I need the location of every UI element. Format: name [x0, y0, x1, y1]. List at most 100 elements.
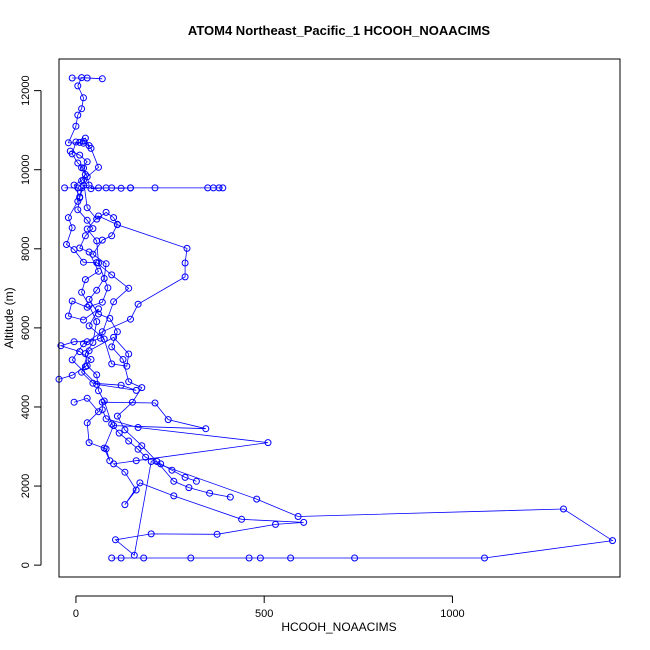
data-point	[108, 554, 116, 562]
data-point	[113, 328, 121, 336]
data-point	[93, 318, 101, 326]
chart-title: ATOM4 Northeast_Pacific_1 HCOOH_NOAACIMS	[188, 23, 491, 38]
data-point	[134, 300, 142, 308]
data-point	[87, 185, 95, 193]
data-point	[110, 298, 118, 306]
data-point	[127, 315, 134, 323]
x-tick-label: 1000	[440, 608, 464, 620]
data-point	[100, 275, 108, 282]
data-point	[80, 139, 87, 147]
data-point	[125, 437, 133, 445]
data-point	[85, 322, 93, 330]
data-point	[110, 422, 118, 430]
data-point	[95, 163, 102, 171]
data-point	[87, 356, 95, 363]
data-series	[70, 394, 616, 562]
plot-area-frame	[58, 58, 621, 578]
data-point	[83, 204, 91, 212]
data-point	[104, 284, 112, 292]
data-point	[119, 356, 127, 363]
data-point	[80, 340, 87, 348]
data-point	[87, 144, 95, 152]
data-point	[272, 520, 279, 528]
data-point	[215, 184, 223, 192]
data-point	[81, 276, 89, 284]
data-point	[76, 193, 84, 201]
data-point	[108, 232, 116, 240]
y-axis-label: Altitude (m)	[2, 287, 16, 348]
y-axis: 0 2000 4000 6000 8000 10000 12000	[20, 75, 42, 568]
data-point	[213, 530, 221, 538]
data-point	[121, 426, 129, 434]
data-point	[66, 147, 74, 155]
data-point	[481, 554, 488, 562]
data-point	[108, 343, 116, 351]
data-point	[95, 310, 102, 318]
data-point	[98, 398, 106, 406]
data-point	[206, 489, 214, 497]
data-point	[93, 371, 101, 379]
data-point	[202, 425, 210, 433]
data-point	[64, 312, 72, 320]
data-point	[226, 493, 234, 501]
y-tick-label: 12000	[20, 75, 32, 106]
data-point	[256, 554, 264, 562]
data-point	[253, 495, 261, 503]
data-point	[170, 477, 178, 485]
y-tick-label: 8000	[20, 237, 32, 261]
data-point	[245, 554, 253, 562]
data-point	[83, 216, 91, 224]
data-point	[80, 176, 87, 184]
data-point	[287, 554, 295, 562]
data-point	[68, 356, 76, 364]
data-point	[70, 398, 78, 406]
data-series	[66, 147, 200, 485]
series-line	[67, 77, 223, 198]
data-point	[61, 184, 69, 192]
data-series	[64, 74, 227, 202]
data-point	[132, 486, 140, 494]
data-point	[68, 371, 76, 379]
data-point	[132, 457, 140, 465]
data-point	[115, 429, 123, 437]
data-point	[85, 439, 93, 447]
data-point	[81, 232, 89, 240]
data-point	[181, 259, 189, 267]
data-point	[93, 259, 101, 267]
data-point	[138, 384, 146, 392]
data-point	[351, 554, 359, 562]
data-point	[80, 316, 87, 324]
data-point	[89, 225, 97, 233]
data-point	[64, 214, 72, 222]
data-point	[98, 236, 106, 244]
data-point	[300, 518, 308, 526]
data-point	[127, 184, 134, 192]
data-point	[123, 362, 131, 370]
data-point	[93, 286, 101, 294]
data-point	[121, 468, 129, 476]
data-point	[78, 105, 86, 113]
data-point	[192, 477, 200, 485]
data-series	[55, 184, 191, 394]
data-point	[89, 339, 97, 346]
data-point	[164, 416, 172, 424]
data-point	[76, 244, 84, 252]
y-tick-label: 6000	[20, 316, 32, 340]
data-point	[74, 82, 82, 90]
data-point	[76, 151, 84, 159]
data-point	[83, 419, 91, 427]
data-point	[142, 453, 150, 461]
data-point	[181, 273, 189, 281]
x-axis-label: HCOOH_NOAACIMS	[281, 620, 396, 634]
data-point	[63, 241, 70, 248]
data-series	[80, 137, 234, 501]
data-point	[138, 442, 146, 450]
data-point	[134, 424, 142, 431]
data-point	[83, 74, 91, 82]
data-point	[609, 537, 616, 545]
data-point	[117, 184, 125, 192]
data-point	[151, 184, 159, 192]
data-point	[132, 386, 140, 394]
data-point	[68, 224, 76, 232]
